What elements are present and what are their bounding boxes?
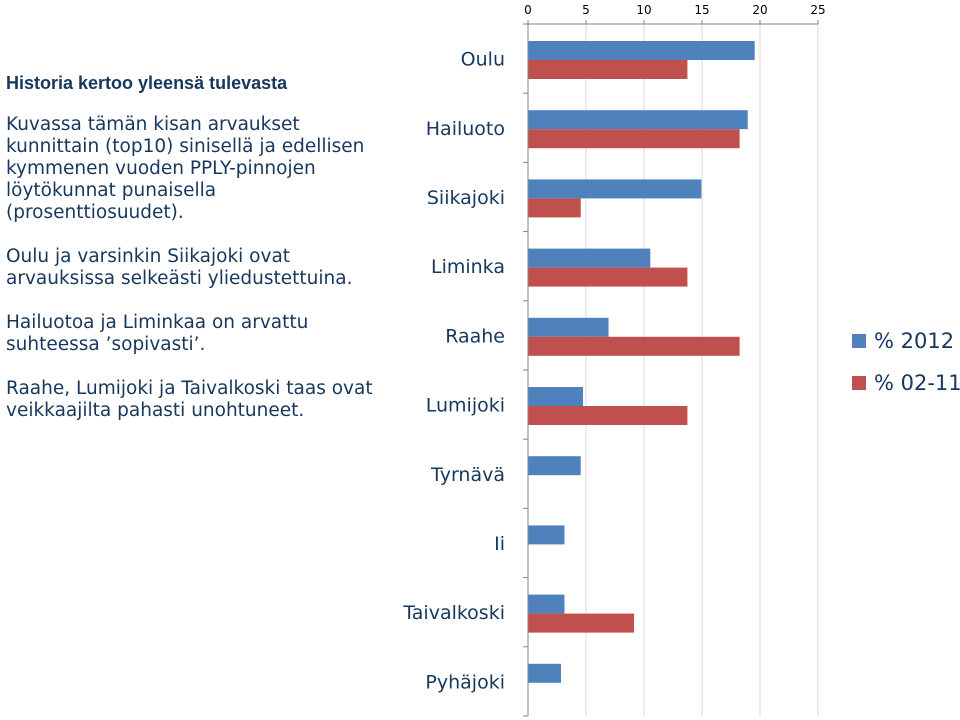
- x-tick-label: 0: [524, 3, 532, 17]
- bar-2012: [528, 456, 581, 476]
- paragraph-forgotten: Raahe, Lumijoki ja Taivalkoski taas ovat…: [6, 378, 373, 421]
- bar-2012: [528, 525, 565, 545]
- bar-2012: [528, 594, 565, 614]
- legend-swatch: [852, 376, 866, 390]
- panel-heading: Historia kertoo yleensä tulevasta: [6, 73, 288, 93]
- bar-02-11: [528, 198, 581, 218]
- bar-02-11: [528, 336, 740, 356]
- category-label: Hailuoto: [426, 118, 505, 140]
- category-label: Liminka: [431, 256, 505, 278]
- category-label: Raahe: [445, 325, 505, 347]
- x-tick-label: 15: [694, 3, 709, 17]
- bar-2012: [528, 317, 609, 337]
- category-label: Oulu: [461, 49, 505, 71]
- bar-2012: [528, 41, 755, 60]
- category-label: Taivalkoski: [402, 602, 505, 624]
- bar-02-11: [528, 60, 688, 79]
- paragraph-appropriate: Hailuotoa ja Liminkaa on arvattu suhtees…: [6, 312, 309, 355]
- bar-02-11: [528, 267, 688, 287]
- category-label: Lumijoki: [426, 395, 505, 417]
- x-tick-label: 20: [752, 3, 767, 17]
- category-label: Ii: [494, 533, 505, 555]
- bar-2012: [528, 179, 702, 199]
- category-label: Siikajoki: [427, 187, 505, 209]
- paragraph-description: Kuvassa tämän kisan arvaukset kunnittain…: [6, 114, 365, 223]
- bar-02-11: [528, 129, 740, 149]
- x-tick-label: 10: [636, 3, 651, 17]
- bar-2012: [528, 110, 748, 130]
- legend-label: % 2012: [874, 329, 954, 353]
- legend-label: % 02-11: [874, 371, 960, 395]
- category-label: Tyrnävä: [430, 464, 505, 486]
- bar-2012: [528, 663, 561, 683]
- x-tick-label: 5: [582, 3, 590, 17]
- bar-2012: [528, 248, 651, 268]
- bar-02-11: [528, 613, 635, 633]
- legend-swatch: [852, 334, 866, 348]
- category-label: Pyhäjoki: [425, 671, 505, 693]
- x-tick-label: 25: [810, 3, 825, 17]
- text-panel: Historia kertoo yleensä tulevasta Kuvass…: [6, 72, 386, 444]
- bar-2012: [528, 387, 584, 406]
- paragraph-overrepresented: Oulu ja varsinkin Siikajoki ovat arvauks…: [6, 246, 353, 289]
- bar-02-11: [528, 406, 688, 425]
